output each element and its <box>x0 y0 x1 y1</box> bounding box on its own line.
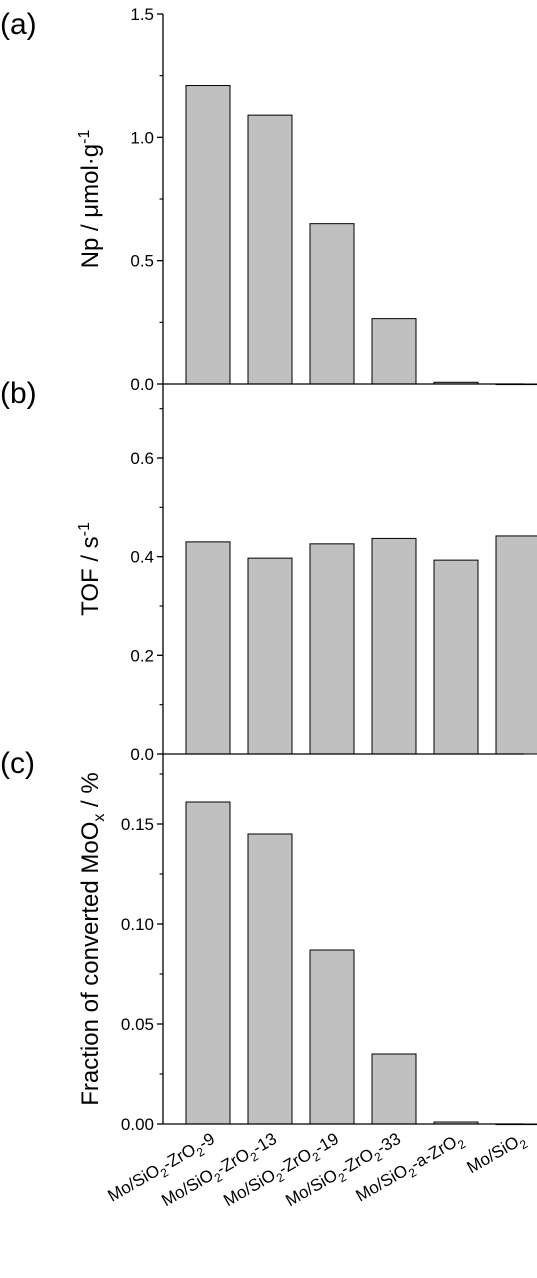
y-axis-title: Np / μmol·g-1 <box>76 130 104 269</box>
y-tick-label: 1.0 <box>130 128 154 147</box>
y-axis-title: Fraction of converted MoOx / % <box>77 772 108 1105</box>
y-tick-label: 0.05 <box>121 1015 154 1034</box>
y-tick-label: 0.00 <box>121 1115 154 1134</box>
bar-1-1 <box>185 85 231 385</box>
category-label-5: Mo/SiO2-a-ZrO2 <box>352 1129 468 1209</box>
category-label-6: Mo/SiO2 <box>464 1129 531 1181</box>
panel-2: 0.0 0.2 0.4 0.6 (b) TOF / s-1 <box>0 377 537 764</box>
bar-3-3 <box>309 949 355 1125</box>
bar-3-2 <box>247 833 293 1125</box>
y-tick-label: 0.10 <box>121 915 154 934</box>
panel-label: (a) <box>0 8 37 41</box>
bar-2-1 <box>185 541 231 755</box>
bar-1-2 <box>247 114 293 385</box>
bar-1-3 <box>309 223 355 385</box>
y-tick-label: 0.15 <box>121 815 154 834</box>
bar-1-4 <box>371 318 417 385</box>
bar-2-6 <box>495 535 537 755</box>
y-tick-label: 0.4 <box>130 548 154 567</box>
bar-3-1 <box>185 801 231 1125</box>
bar-2-4 <box>371 537 417 755</box>
panel-label: (b) <box>0 377 37 410</box>
panel-1: 0.0 0.5 1.0 1.5 (a) Np / μmol·g-1 <box>0 5 537 394</box>
bar-2-2 <box>247 557 293 755</box>
bar-2-5 <box>433 559 479 755</box>
y-tick-label: 0.5 <box>130 252 154 271</box>
y-tick-label: 0.0 <box>130 745 154 764</box>
panel-label: (c) <box>0 747 35 780</box>
bar-2-3 <box>309 543 355 755</box>
y-tick-label: 0.0 <box>130 375 154 394</box>
bar-3-4 <box>371 1053 417 1125</box>
panel-3: 0.00 0.05 0.10 0.15 (c) Fraction of converted… <box>0 747 537 1134</box>
y-tick-label: 0.6 <box>130 449 154 468</box>
y-axis-title: TOF / s-1 <box>76 522 104 616</box>
category-labels: Mo/SiO2-ZrO2-9Mo/SiO2-ZrO2-13Mo/SiO2-ZrO… <box>104 1129 531 1210</box>
y-tick-label: 1.5 <box>130 5 154 24</box>
y-tick-label: 0.2 <box>130 646 154 665</box>
